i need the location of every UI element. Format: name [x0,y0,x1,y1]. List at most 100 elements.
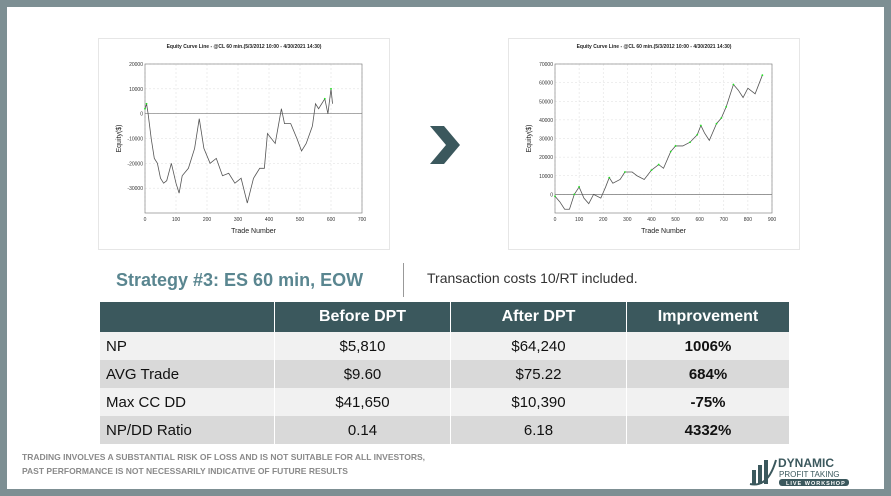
y-tick-label: 10000 [129,87,143,93]
new-high-marker [145,102,148,105]
new-high-marker [669,150,672,153]
new-high-marker [689,141,691,144]
y-tick-label: 20000 [539,155,553,161]
y-tick-label: 30000 [539,137,553,143]
x-tick-label: 300 [234,217,243,223]
new-high-marker [573,193,576,196]
x-tick-label: 200 [599,217,608,223]
new-high-marker [715,122,718,125]
table-row: NP $5,810 $64,240 1006% [100,332,790,360]
y-tick-label: 10000 [539,174,553,180]
logo-line3: LIVE WORKSHOP [786,481,846,487]
y-tick-label: -10000 [127,137,143,143]
disclaimer-line: TRADING INVOLVES A SUBSTANTIAL RISK OF L… [22,452,425,462]
new-high-marker [674,145,677,147]
new-high-marker [323,97,326,100]
x-tick-label: 500 [671,217,680,223]
new-high-marker [330,87,332,90]
improvement: 4332% [626,416,790,444]
disclaimer: TRADING INVOLVES A SUBSTANTIAL RISK OF L… [22,450,425,478]
metric: NP/DD Ratio [100,416,275,444]
new-high-marker [608,176,611,179]
dynamic-profit-taking-logo: DYNAMIC PROFIT TAKING LIVE WORKSHOP [749,456,849,487]
header-improvement: Improvement [626,302,790,332]
metric: AVG Trade [100,360,275,388]
improvement: 1006% [626,332,790,360]
equity-line [554,75,763,210]
x-axis-label: Trade Number [641,228,687,235]
x-tick-label: 200 [203,217,212,223]
after: $75.22 [450,360,627,388]
y-tick-label: 0 [550,192,553,198]
new-high-marker [624,171,626,173]
chart-svg: 0 100 200 300 400 500 600 700 -30000 -20000 -10000… [116,62,367,235]
new-high-marker [732,83,735,86]
metric: Max CC DD [100,388,275,416]
y-axis-label: Equity($) [116,124,123,152]
new-high-marker [554,195,556,198]
new-high-marker [696,133,699,136]
y-tick-label: -20000 [127,161,143,167]
x-tick-label: 300 [623,217,632,223]
chevron-right-icon [430,126,460,164]
new-high-marker [761,74,764,77]
new-high-marker [650,169,653,172]
logo-line1: DYNAMIC [778,456,834,470]
before: $9.60 [274,360,451,388]
divider [403,263,404,297]
new-high-marker [725,105,728,108]
before: 0.14 [274,416,451,444]
after-equity-chart: Equity Curve Line - @CL 60 min.(5/3/2012… [508,38,800,250]
new-high-marker [578,186,581,188]
y-tick-label: 70000 [539,62,553,68]
x-axis-label: Trade Number [231,228,277,235]
plot-area [144,63,363,214]
plot-area [554,63,773,214]
new-high-marker [699,124,702,127]
x-tick-label: 700 [720,217,729,223]
new-high-marker [657,163,660,166]
before-equity-chart: Equity Curve Line - @CL 60 min.(5/3/2012… [98,38,390,250]
x-tick-label: 0 [144,217,147,223]
header-blank [100,302,275,332]
y-tick-label: 20000 [129,62,143,68]
y-tick-label: -30000 [127,186,143,192]
x-tick-label: 900 [768,217,777,223]
x-tick-label: 400 [265,217,274,223]
x-tick-label: 100 [172,217,181,223]
x-tick-label: 600 [695,217,704,223]
after: $10,390 [450,388,627,416]
x-tick-label: 800 [744,217,753,223]
x-tick-label: 400 [647,217,656,223]
before: $41,650 [274,388,451,416]
equity-line [144,88,333,204]
header-before: Before DPT [274,302,451,332]
y-tick-label: 50000 [539,99,553,105]
x-tick-label: 0 [554,217,557,223]
table-row: Max CC DD $41,650 $10,390 -75% [100,388,790,416]
after: $64,240 [450,332,627,360]
disclaimer-line: PAST PERFORMANCE IS NOT NECESSARILY INDI… [22,466,348,476]
before: $5,810 [274,332,451,360]
chart-title: Equity Curve Line - @CL 60 min.(5/3/2012… [166,44,322,50]
y-tick-label: 0 [140,112,143,118]
after: 6.18 [450,416,627,444]
metric: NP [100,332,275,360]
chart-svg: 0 100 200 300 400 500 600 700 800 900 0 10000 20000 3… [526,62,777,235]
table-header: Before DPT After DPT Improvement [100,302,790,332]
new-high-marker [144,107,146,110]
table-row: NP/DD Ratio 0.14 6.18 4332% [100,416,790,444]
chart-title: Equity Curve Line - @CL 60 min.(5/3/2012… [576,44,732,50]
table-row: AVG Trade $9.60 $75.22 684% [100,360,790,388]
x-tick-label: 600 [327,217,336,223]
x-tick-label: 500 [296,217,305,223]
transaction-note: Transaction costs 10/RT included. [427,270,638,286]
comparison-table: Before DPT After DPT Improvement NP $5,81… [100,302,790,444]
y-axis-label: Equity($) [526,124,533,152]
x-tick-label: 700 [358,217,367,223]
new-high-marker [720,117,723,119]
strategy-title: Strategy #3: ES 60 min, EOW [116,270,364,290]
header-after: After DPT [450,302,627,332]
y-tick-label: 40000 [539,118,553,124]
